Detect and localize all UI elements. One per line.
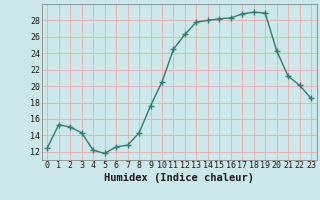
- X-axis label: Humidex (Indice chaleur): Humidex (Indice chaleur): [104, 173, 254, 183]
